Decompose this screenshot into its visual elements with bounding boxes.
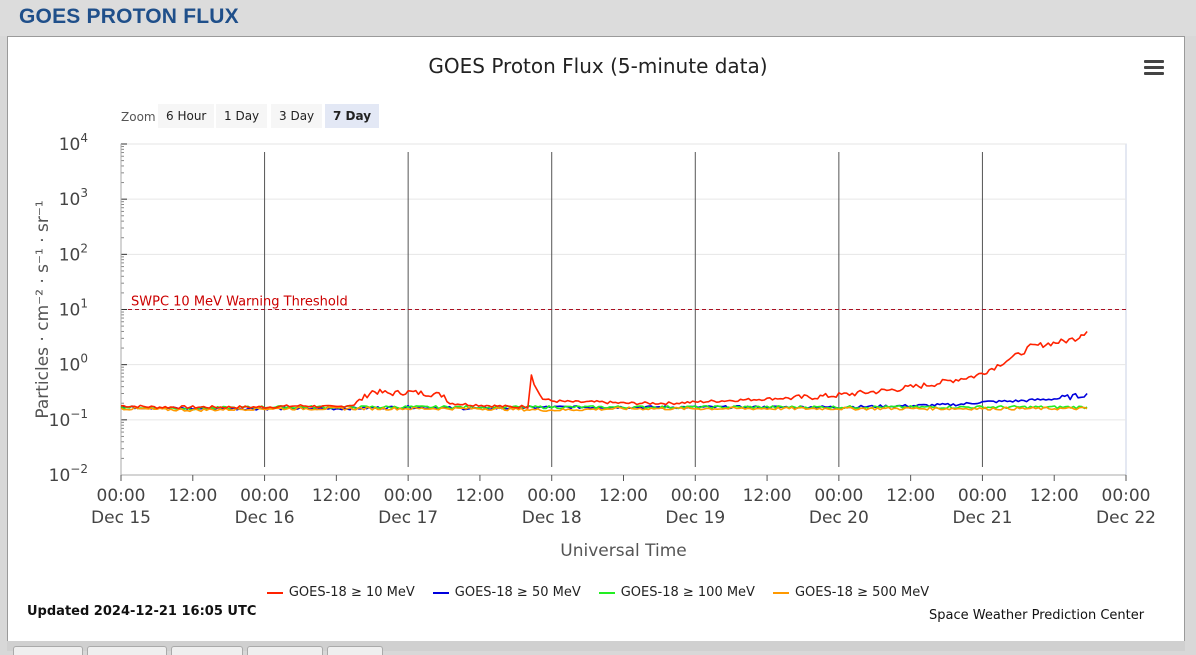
updated-timestamp: Updated 2024-12-21 16:05 UTC <box>27 604 257 619</box>
x-axis-title: Universal Time <box>560 541 686 561</box>
y-tick-label: 100 <box>59 352 88 376</box>
x-tick-date-label: Dec 19 <box>665 508 725 528</box>
y-tick-label: 101 <box>59 297 88 321</box>
x-tick-label: 12:00 <box>599 486 648 506</box>
x-tick-date-label: Dec 17 <box>378 508 438 528</box>
x-tick-label: 12:00 <box>168 486 217 506</box>
chart-title: GOES Proton Flux (5-minute data) <box>428 54 768 78</box>
legend-label: GOES-18 ≥ 500 MeV <box>794 585 930 600</box>
threshold-label: SWPC 10 MeV Warning Threshold <box>131 295 348 310</box>
legend-label: GOES-18 ≥ 50 MeV <box>454 585 581 600</box>
legend-item-10mev[interactable]: GOES-18 ≥ 10 MeV <box>266 585 415 600</box>
x-tick-date-label: Dec 18 <box>522 508 582 528</box>
legend-swatch <box>598 591 615 594</box>
legend-item-50mev[interactable]: GOES-18 ≥ 50 MeV <box>432 585 581 600</box>
hamburger-icon <box>1144 72 1164 75</box>
x-tick-label: 00:00 <box>814 486 863 506</box>
legend-item-500mev[interactable]: GOES-18 ≥ 500 MeV <box>772 585 930 600</box>
chart-credit: Space Weather Prediction Center <box>929 608 1145 623</box>
x-tick-label: 00:00 <box>240 486 289 506</box>
y-tick-label: 102 <box>59 241 88 265</box>
zoom-7-day-button[interactable]: 7 Day <box>325 104 380 128</box>
legend-swatch <box>266 591 283 594</box>
zoom-3-day-button[interactable]: 3 Day <box>271 104 323 128</box>
x-tick-label: 00:00 <box>1102 486 1151 506</box>
x-tick-date-label: Dec 16 <box>235 508 295 528</box>
chart-legend: GOES-18 ≥ 10 MeV GOES-18 ≥ 50 MeV GOES-1… <box>0 585 1196 600</box>
chart-panel <box>7 36 1185 642</box>
y-tick-label: 103 <box>59 186 88 210</box>
page-header: GOES PROTON FLUX <box>0 0 1196 36</box>
hamburger-icon <box>1144 60 1164 63</box>
y-tick-label: 10−1 <box>49 407 88 431</box>
series-layer <box>120 330 1088 413</box>
legend-swatch <box>772 591 789 594</box>
grid-layer <box>120 143 1127 476</box>
x-tick-date-label: Dec 21 <box>952 508 1012 528</box>
x-tick-label: 12:00 <box>1030 486 1079 506</box>
legend-label: GOES-18 ≥ 10 MeV <box>288 585 415 600</box>
x-tick-label: 00:00 <box>671 486 720 506</box>
zoom-6-hour-button[interactable]: 6 Hour <box>158 104 215 128</box>
x-tick-date-label: Dec 20 <box>809 508 869 528</box>
legend-swatch <box>432 591 449 594</box>
x-tick-label: 00:00 <box>527 486 576 506</box>
x-tick-label: 12:00 <box>455 486 504 506</box>
chart-menu-button[interactable] <box>1144 60 1164 78</box>
legend-item-100mev[interactable]: GOES-18 ≥ 100 MeV <box>598 585 755 600</box>
x-tick-label: 00:00 <box>97 486 146 506</box>
zoom-1-day-button[interactable]: 1 Day <box>216 104 268 128</box>
y-axis-title: Particles · cm⁻² · s⁻¹ · sr⁻¹ <box>33 200 53 418</box>
y-tick-label: 104 <box>59 131 88 155</box>
x-tick-date-label: Dec 15 <box>91 508 151 528</box>
x-tick-label: 00:00 <box>958 486 1007 506</box>
zoom-label: Zoom <box>121 110 156 124</box>
series-line-0 <box>120 330 1088 410</box>
x-tick-label: 12:00 <box>886 486 935 506</box>
series-line-2 <box>120 405 1088 411</box>
x-tick-label: 00:00 <box>384 486 433 506</box>
bottom-tab-strip <box>7 641 1185 655</box>
hamburger-icon <box>1144 66 1164 69</box>
legend-label: GOES-18 ≥ 100 MeV <box>620 585 755 600</box>
series-line-3 <box>120 406 1088 413</box>
page-heading: GOES PROTON FLUX <box>19 5 239 28</box>
x-tick-label: 12:00 <box>312 486 361 506</box>
axis-layer <box>120 143 1127 481</box>
y-tick-label: 10−2 <box>49 462 88 486</box>
x-tick-label: 12:00 <box>743 486 792 506</box>
x-tick-date-label: Dec 22 <box>1096 508 1156 528</box>
